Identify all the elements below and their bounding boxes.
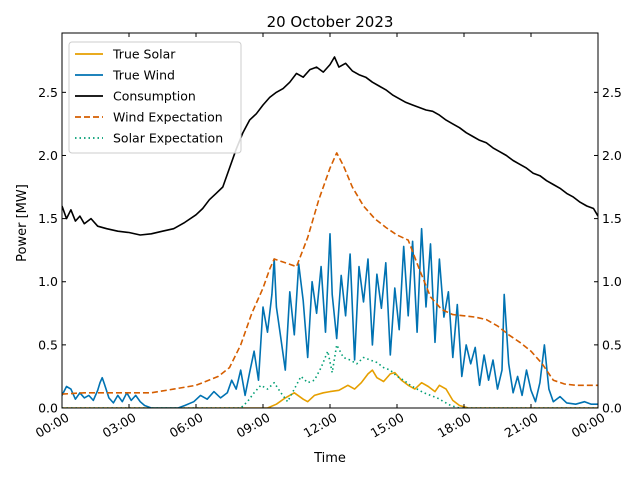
y-axis-title: Power [MW]	[15, 184, 30, 262]
x-tick-label: 15:00	[368, 410, 407, 441]
series-line-true-solar	[62, 369, 598, 408]
y-tick-label-right: 2.0	[602, 148, 622, 163]
legend-box	[68, 41, 242, 154]
series-line-solar-expectation	[62, 344, 598, 408]
x-tick-label: 03:00	[100, 410, 139, 441]
y-tick-label-right: 1.5	[602, 211, 622, 226]
y-tick-label-right: 0.5	[602, 337, 622, 352]
series-line-true-wind	[62, 227, 598, 408]
series-line-consumption	[62, 56, 598, 236]
legend-label: Solar Expectation	[113, 131, 223, 146]
y-tick-label: 1.0	[38, 274, 58, 289]
x-axis-title: Time	[313, 451, 346, 466]
y-tick-label-right: 2.5	[602, 85, 622, 100]
plot-area	[62, 56, 598, 408]
x-tick-label: 06:00	[167, 410, 206, 441]
x-tick-label: 18:00	[435, 410, 474, 441]
legend: True Solar True Wind Consumption Wind Expec…	[68, 41, 242, 154]
legend-label: True Solar	[112, 47, 176, 62]
y-tick-label-right: 1.0	[602, 274, 622, 289]
x-tick-label: 09:00	[234, 410, 273, 441]
legend-label: Wind Expectation	[113, 110, 223, 125]
y-tick-label-right: 0.0	[602, 401, 622, 416]
x-tick-label: 12:00	[301, 410, 340, 441]
y-tick-label: 2.5	[38, 85, 58, 100]
legend-label: True Wind	[112, 68, 175, 83]
x-tick-label: 21:00	[502, 410, 541, 441]
legend-label: Consumption	[113, 89, 196, 104]
series-line-wind-expectation	[62, 152, 598, 395]
y-tick-label: 2.0	[38, 148, 58, 163]
y-tick-label: 0.5	[38, 337, 58, 352]
y-tick-label: 1.5	[38, 211, 58, 226]
chart-title: 20 October 2023	[267, 13, 394, 31]
y-tick-label: 0.0	[38, 401, 58, 416]
